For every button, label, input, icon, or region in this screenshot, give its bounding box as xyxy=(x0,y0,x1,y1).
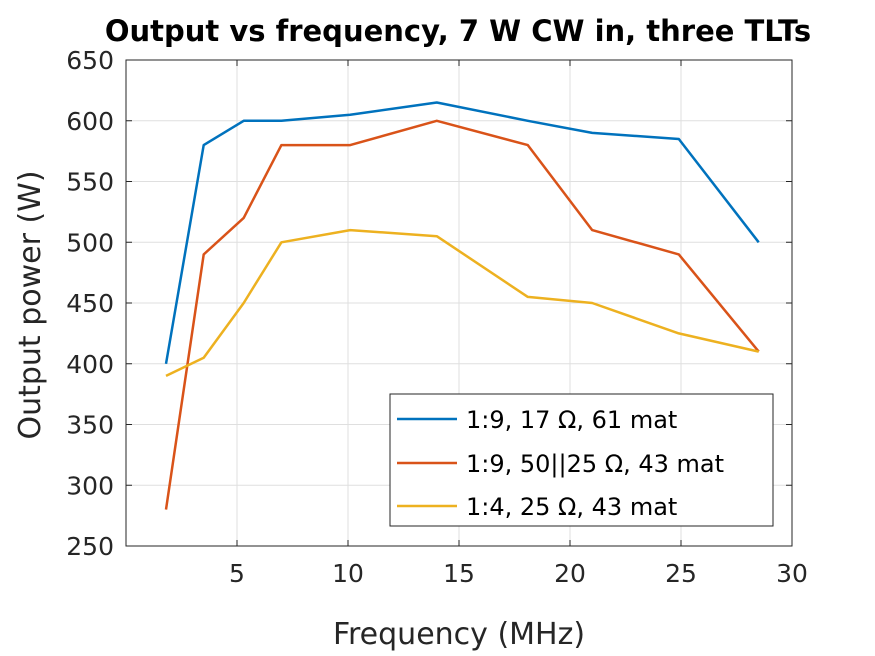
y-tick-label: 250 xyxy=(66,532,114,561)
y-tick-label: 550 xyxy=(66,168,114,197)
chart-title: Output vs frequency, 7 W CW in, three TL… xyxy=(105,14,811,48)
y-axis-label: Output power (W) xyxy=(13,170,48,439)
x-axis-label: Frequency (MHz) xyxy=(333,617,585,652)
series-line-2 xyxy=(164,119,760,510)
axis-ticks: 5 10 15 20 25 30 250 300 350 400 450 500 550 600 650 xyxy=(66,46,808,588)
legend: 1:9, 17 Ω, 61 mat 1:9, 50||25 Ω, 43 mat 1:… xyxy=(389,393,774,527)
series-line-1 xyxy=(164,101,760,365)
legend-box xyxy=(389,393,774,527)
x-tick-label: 25 xyxy=(665,559,697,588)
y-tick-label: 450 xyxy=(66,289,114,318)
x-tick-label: 15 xyxy=(443,559,475,588)
y-tick-label: 600 xyxy=(66,107,114,136)
series-line-3 xyxy=(165,228,759,378)
legend-label-3: 1:4, 25 Ω, 43 mat xyxy=(466,493,677,521)
series-lines xyxy=(164,101,760,510)
y-tick-label: 350 xyxy=(66,411,114,440)
y-tick-label: 500 xyxy=(66,228,114,257)
legend-label-2: 1:9, 50||25 Ω, 43 mat xyxy=(466,450,724,478)
x-tick-label: 30 xyxy=(776,559,808,588)
x-tick-label: 5 xyxy=(229,559,245,588)
legend-label-1: 1:9, 17 Ω, 61 mat xyxy=(466,406,677,434)
x-tick-label: 10 xyxy=(332,559,364,588)
y-tick-label: 400 xyxy=(66,350,114,379)
y-tick-label: 650 xyxy=(66,46,114,75)
x-tick-label: 20 xyxy=(554,559,586,588)
y-tick-label: 300 xyxy=(66,471,114,500)
